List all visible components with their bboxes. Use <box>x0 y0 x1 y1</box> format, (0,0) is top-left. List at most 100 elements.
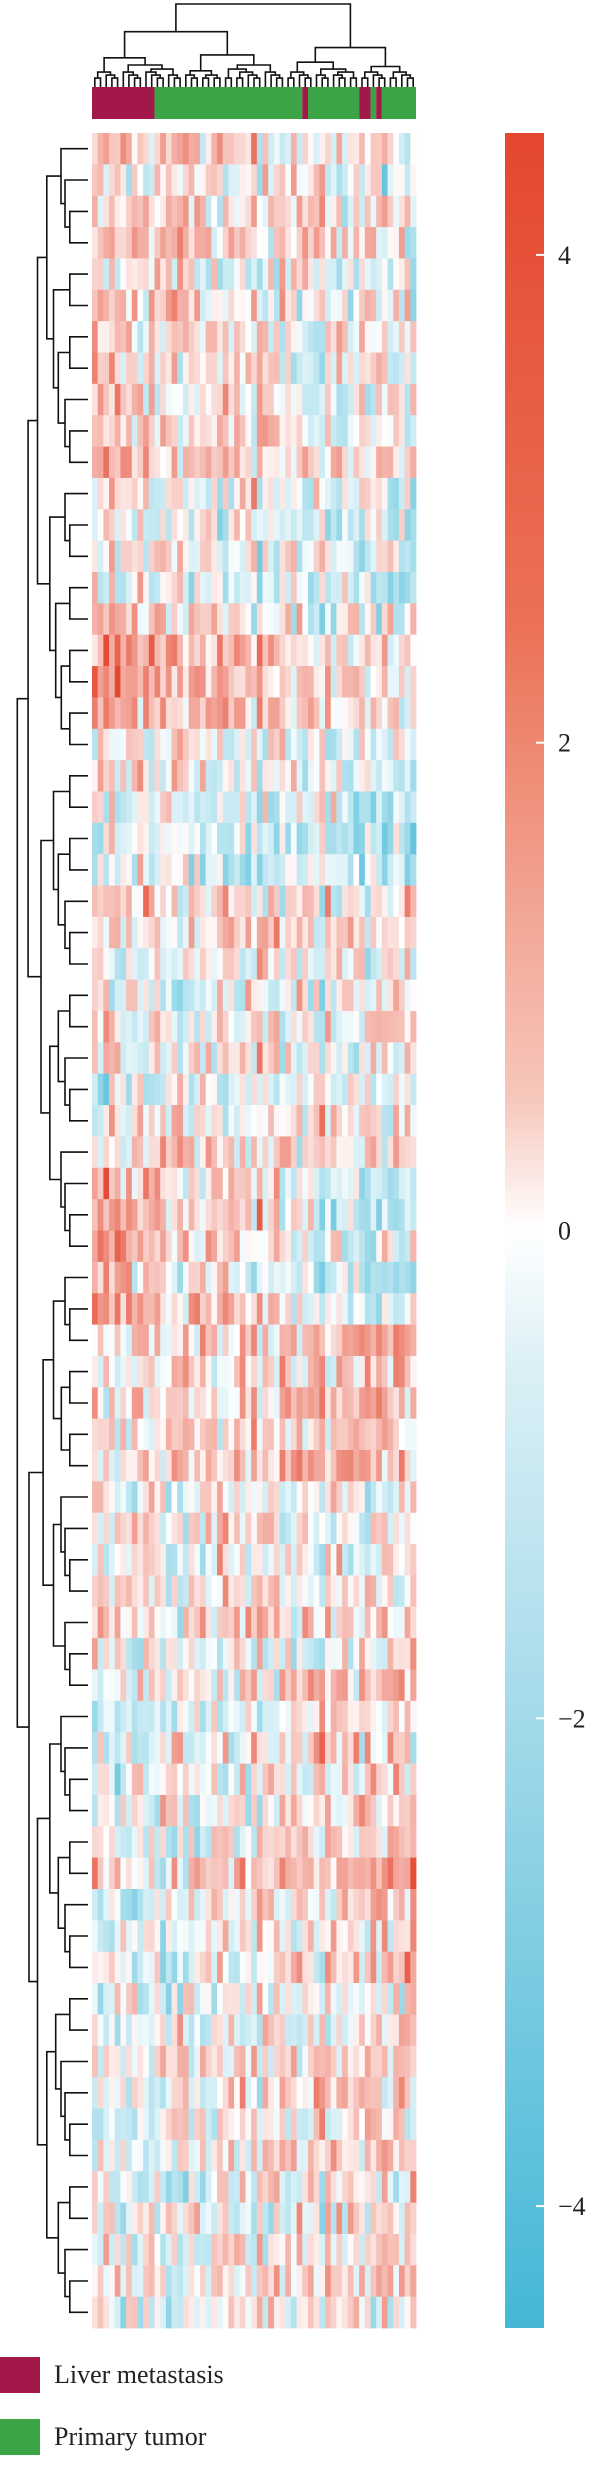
heatmap-cell <box>126 885 133 918</box>
heatmap-cell <box>364 1450 371 1482</box>
heatmap-cell <box>234 791 241 824</box>
dendrogram-branch <box>69 712 88 746</box>
heatmap-cell <box>330 2139 337 2172</box>
heatmap-cell <box>154 666 161 698</box>
heatmap-cell <box>313 572 320 604</box>
heatmap-cell <box>398 1230 406 1263</box>
heatmap-cell <box>222 446 229 479</box>
heatmap-cell <box>262 1230 269 1263</box>
heatmap-cell <box>404 133 411 165</box>
heatmap-cell <box>182 2108 190 2141</box>
heatmap-cell <box>256 1638 263 1670</box>
heatmap-cell <box>268 164 275 197</box>
heatmap-cell <box>239 979 246 1012</box>
heatmap-cell <box>200 415 207 447</box>
dendrogram-branch <box>27 419 41 978</box>
heatmap-cell <box>217 1920 224 1953</box>
heatmap-cell <box>154 603 161 636</box>
heatmap-cell <box>336 1355 343 1388</box>
heatmap-cell <box>251 1920 258 1953</box>
heatmap-cell <box>262 1794 269 1827</box>
dendrogram-branch <box>247 74 258 87</box>
heatmap-cell <box>256 509 263 542</box>
heatmap-cell <box>410 1011 417 1043</box>
heatmap-cell <box>404 1669 411 1702</box>
heatmap-cell <box>410 1951 417 1984</box>
heatmap-cell <box>251 2171 258 2203</box>
heatmap-cell <box>222 1011 229 1043</box>
heatmap-cell <box>154 948 161 981</box>
heatmap-cell <box>342 540 349 573</box>
heatmap-cell <box>308 509 315 542</box>
heatmap-cell <box>296 1575 303 1608</box>
heatmap-cell <box>302 1293 309 1325</box>
heatmap-cell <box>319 634 326 667</box>
heatmap-cell <box>245 603 252 636</box>
heatmap-cell <box>211 1826 218 1859</box>
heatmap-cell <box>313 1920 320 1953</box>
heatmap-cell <box>376 383 383 416</box>
heatmap-cell <box>245 133 252 165</box>
heatmap-cell <box>137 1011 144 1043</box>
heatmap-cell <box>92 1575 99 1608</box>
heatmap-cell <box>103 916 110 949</box>
heatmap-cell <box>165 1857 172 1890</box>
heatmap-cell <box>336 1481 343 1514</box>
heatmap-cell <box>342 383 349 416</box>
heatmap-cell <box>234 1167 241 1200</box>
heatmap-cell <box>330 1105 337 1137</box>
heatmap-cell <box>171 415 178 447</box>
heatmap-cell <box>359 2045 366 2078</box>
heatmap-cell <box>143 2045 150 2078</box>
heatmap-cell <box>336 2045 343 2078</box>
heatmap-cell <box>177 2233 184 2266</box>
heatmap-cell <box>131 603 138 636</box>
heatmap-cell <box>211 2108 218 2141</box>
heatmap-cell <box>393 603 400 636</box>
heatmap-cell <box>302 1983 309 2015</box>
heatmap-cell <box>410 1450 417 1482</box>
heatmap-cell <box>285 1450 292 1482</box>
heatmap-cell <box>188 791 195 824</box>
dendrogram-branch <box>36 1817 50 2146</box>
heatmap-cell <box>171 1826 178 1859</box>
heatmap-cell <box>131 1983 138 2015</box>
dendrogram-branch <box>28 1471 44 1983</box>
heatmap-cell <box>228 1355 235 1388</box>
heatmap-cell <box>319 1512 326 1545</box>
heatmap-cell <box>165 1011 172 1043</box>
heatmap-cell <box>154 2108 161 2141</box>
heatmap-cell <box>239 854 246 886</box>
heatmap-cell <box>273 1544 280 1576</box>
heatmap-cell <box>120 1606 127 1639</box>
heatmap-cell <box>364 1136 371 1169</box>
heatmap-cell <box>120 1387 127 1420</box>
heatmap-cell <box>387 1481 394 1514</box>
heatmap-cell <box>296 1450 303 1482</box>
heatmap-cell <box>364 1387 371 1420</box>
heatmap-cell <box>177 1199 184 1231</box>
heatmap-cell <box>319 854 326 886</box>
heatmap-cell <box>245 728 252 761</box>
heatmap-cell <box>336 2108 343 2141</box>
heatmap-cell <box>103 1387 110 1420</box>
heatmap-cell <box>302 415 309 447</box>
heatmap-cell <box>296 979 303 1012</box>
heatmap-cell <box>330 1575 337 1608</box>
heatmap-cell <box>313 2045 320 2078</box>
heatmap-cell <box>342 321 349 353</box>
heatmap-cell <box>308 760 315 792</box>
heatmap-cell <box>126 1387 133 1420</box>
heatmap-cell <box>154 1481 161 1514</box>
heatmap-cell <box>290 133 298 165</box>
heatmap-cell <box>296 634 303 667</box>
heatmap-cell <box>131 1481 138 1514</box>
heatmap-cell <box>342 2233 349 2266</box>
heatmap-cell <box>387 1857 394 1890</box>
heatmap-cell <box>234 540 241 573</box>
heatmap-cell <box>109 948 116 981</box>
heatmap-cell <box>143 1700 150 1733</box>
heatmap-cell <box>296 572 303 604</box>
heatmap-cell <box>205 477 212 510</box>
heatmap-cell <box>228 2265 235 2298</box>
